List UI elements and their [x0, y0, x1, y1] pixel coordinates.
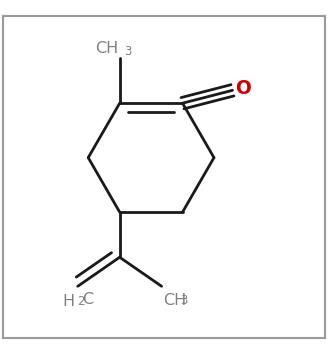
Text: 3: 3	[125, 45, 132, 58]
Text: C: C	[83, 292, 93, 307]
Text: H: H	[62, 294, 74, 309]
Text: 2: 2	[77, 295, 85, 308]
Text: O: O	[235, 79, 251, 98]
Text: 3: 3	[180, 294, 188, 307]
Text: CH: CH	[95, 41, 118, 56]
Text: CH: CH	[163, 293, 186, 308]
